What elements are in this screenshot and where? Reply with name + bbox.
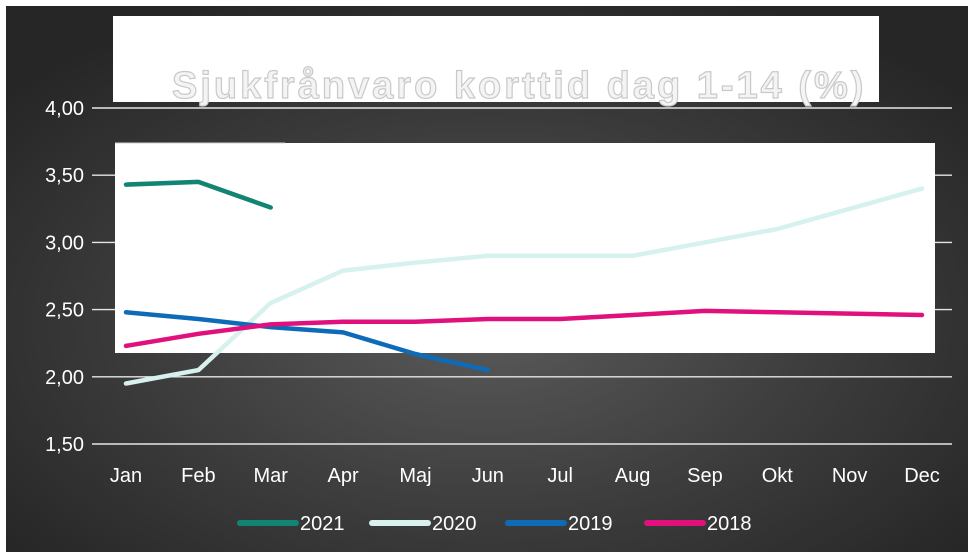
legend-label: 2021 [300, 513, 345, 535]
y-tick-label: 3,50 [45, 165, 84, 187]
series-2021-line-inset [123, 179, 273, 210]
inset-series-lines [123, 179, 925, 353]
legend-label: 2018 [707, 513, 752, 535]
x-tick-label: Aug [615, 465, 651, 487]
x-tick-label: Feb [181, 465, 215, 487]
y-tick-label: 1,50 [45, 434, 84, 456]
x-tick-label: Mar [254, 465, 289, 487]
y-tick-label: 2,50 [45, 300, 84, 322]
series-2018-line-inset [123, 308, 925, 349]
title-panel [113, 16, 879, 102]
x-axis-ticks: Jan Feb Mar Apr Maj Jun Jul Aug Sep Okt Nov Dec [110, 465, 940, 487]
y-axis-ticks: 4,00 3,50 3,00 2,50 2,00 1,50 [45, 98, 84, 456]
x-tick-label: Dec [904, 465, 940, 487]
x-tick-label: Apr [328, 465, 359, 487]
series-2019-line-inset [123, 310, 422, 353]
y-tick-label: 4,00 [45, 98, 84, 120]
x-tick-label: Jan [110, 465, 142, 487]
x-tick-label: Nov [832, 465, 868, 487]
series-2020-line-inset [213, 186, 925, 353]
y-tick-label: 3,00 [45, 232, 84, 254]
legend: 2021 2020 2019 2018 [237, 513, 752, 535]
y-tick-label: 2,00 [45, 367, 84, 389]
x-tick-label: Jun [472, 465, 504, 487]
x-tick-label: Okt [762, 465, 794, 487]
x-tick-label: Sep [687, 465, 723, 487]
x-tick-label: Jul [547, 465, 573, 487]
legend-label: 2020 [432, 513, 477, 535]
legend-label: 2019 [568, 513, 613, 535]
x-tick-label: Maj [399, 465, 431, 487]
chart-title: Sjukfrånvaro korttid dag 1-14 (%) [172, 65, 866, 107]
